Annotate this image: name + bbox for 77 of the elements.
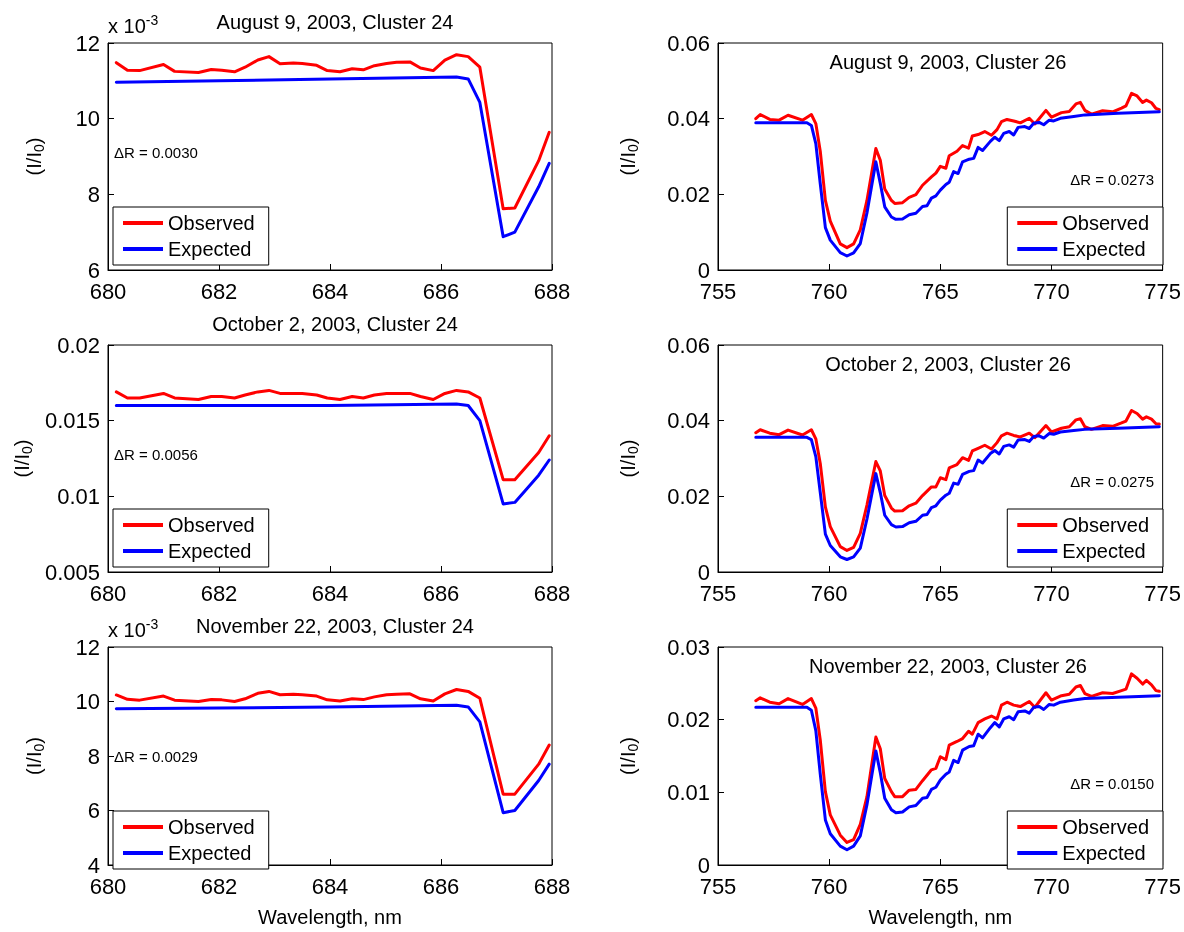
y-tick-label: 8 bbox=[87, 181, 100, 207]
x-tick-label: 682 bbox=[200, 873, 238, 899]
x-tick-label: 682 bbox=[200, 580, 238, 606]
x-tick-label: 775 bbox=[1144, 873, 1182, 899]
y-tick-label: 0.04 bbox=[667, 106, 710, 132]
x-axis-title: Wavelength, nm bbox=[258, 906, 402, 928]
annotation: ΔR = 0.0029 bbox=[114, 748, 198, 766]
x-tick-label: 775 bbox=[1144, 278, 1182, 304]
x-tick-label: 760 bbox=[810, 873, 848, 899]
y-tick-label: 10 bbox=[75, 689, 100, 714]
x-tick-label: 770 bbox=[1033, 873, 1070, 899]
legend-label: Observed bbox=[1062, 816, 1150, 838]
x-tick-label: 765 bbox=[921, 580, 959, 606]
chart-title: August 9, 2003, Cluster 26 bbox=[829, 51, 1067, 73]
x-tick-label: 775 bbox=[1144, 580, 1182, 606]
chart-title: November 22, 2003, Cluster 26 bbox=[809, 655, 1087, 677]
legend-label: Expected bbox=[1062, 540, 1146, 562]
y-tick-label: 0.01 bbox=[667, 779, 710, 805]
x-tick-label: 765 bbox=[921, 278, 959, 304]
x-tick-label: 682 bbox=[200, 278, 238, 304]
y-tick-label: 6 bbox=[87, 798, 100, 823]
y-tick-label: 12 bbox=[75, 634, 100, 660]
x-tick-label: 686 bbox=[422, 580, 460, 606]
y-tick-label: 0.03 bbox=[667, 634, 710, 660]
line-series bbox=[114, 388, 551, 482]
line-series bbox=[114, 688, 551, 796]
line-series bbox=[114, 75, 551, 239]
chart-title: October 2, 2003, Cluster 24 bbox=[212, 313, 458, 335]
x-tick-label: 760 bbox=[810, 580, 848, 606]
x-tick-label: 765 bbox=[921, 873, 959, 899]
legend-label: Expected bbox=[168, 842, 252, 864]
chart-title: October 2, 2003, Cluster 26 bbox=[825, 353, 1071, 375]
legend-label: Expected bbox=[168, 238, 252, 260]
x-tick-label: 688 bbox=[533, 278, 571, 304]
annotation: ΔR = 0.0150 bbox=[1070, 775, 1154, 793]
x-tick-label: 688 bbox=[533, 873, 571, 899]
x-tick-label: 686 bbox=[422, 278, 460, 304]
legend-label: Observed bbox=[168, 212, 255, 234]
y-tick-label: 12 bbox=[75, 30, 100, 56]
annotation: ΔR = 0.0030 bbox=[114, 144, 198, 162]
line-series bbox=[114, 53, 551, 211]
x-tick-label: 688 bbox=[533, 580, 571, 606]
x-axis-title: Wavelength, nm bbox=[868, 906, 1013, 928]
y-tick-label: 0.02 bbox=[57, 332, 100, 358]
y-tick-label: 0.04 bbox=[667, 408, 710, 434]
x-tick-label: 770 bbox=[1033, 278, 1070, 304]
annotation: ΔR = 0.0275 bbox=[1070, 473, 1154, 491]
legend-label: Observed bbox=[1062, 514, 1150, 536]
legend-label: Expected bbox=[168, 540, 252, 562]
line-series bbox=[114, 703, 551, 815]
legend-label: Expected bbox=[1062, 842, 1146, 864]
legend-label: Observed bbox=[168, 514, 255, 536]
legend-label: Observed bbox=[168, 816, 255, 838]
legend-label: Observed bbox=[1062, 212, 1150, 234]
y-tick-label: 0.02 bbox=[667, 707, 710, 733]
chart-title: August 9, 2003, Cluster 24 bbox=[216, 11, 454, 33]
y-tick-label: 0.06 bbox=[667, 30, 710, 56]
x-tick-label: 684 bbox=[311, 580, 349, 606]
line-series bbox=[114, 402, 551, 506]
x-tick-label: 684 bbox=[311, 278, 349, 304]
x-tick-label: 770 bbox=[1033, 580, 1070, 606]
y-tick-label: 0.02 bbox=[667, 181, 710, 207]
y-tick-label: 0.01 bbox=[57, 483, 100, 509]
x-tick-label: 686 bbox=[422, 873, 460, 899]
legend-label: Expected bbox=[1062, 238, 1146, 260]
y-tick-label: 0.06 bbox=[667, 332, 710, 358]
annotation: ΔR = 0.0056 bbox=[114, 446, 198, 464]
chart-title: November 22, 2003, Cluster 24 bbox=[196, 615, 474, 637]
y-tick-label: 0.02 bbox=[667, 483, 710, 509]
y-tick-label: 10 bbox=[75, 106, 100, 132]
x-tick-label: 684 bbox=[311, 873, 349, 899]
line-series bbox=[754, 110, 1161, 258]
line-series bbox=[754, 425, 1161, 562]
y-tick-label: 0.015 bbox=[44, 408, 100, 434]
annotation: ΔR = 0.0273 bbox=[1070, 171, 1154, 189]
y-tick-label: 8 bbox=[87, 743, 100, 769]
x-tick-label: 760 bbox=[810, 278, 848, 304]
